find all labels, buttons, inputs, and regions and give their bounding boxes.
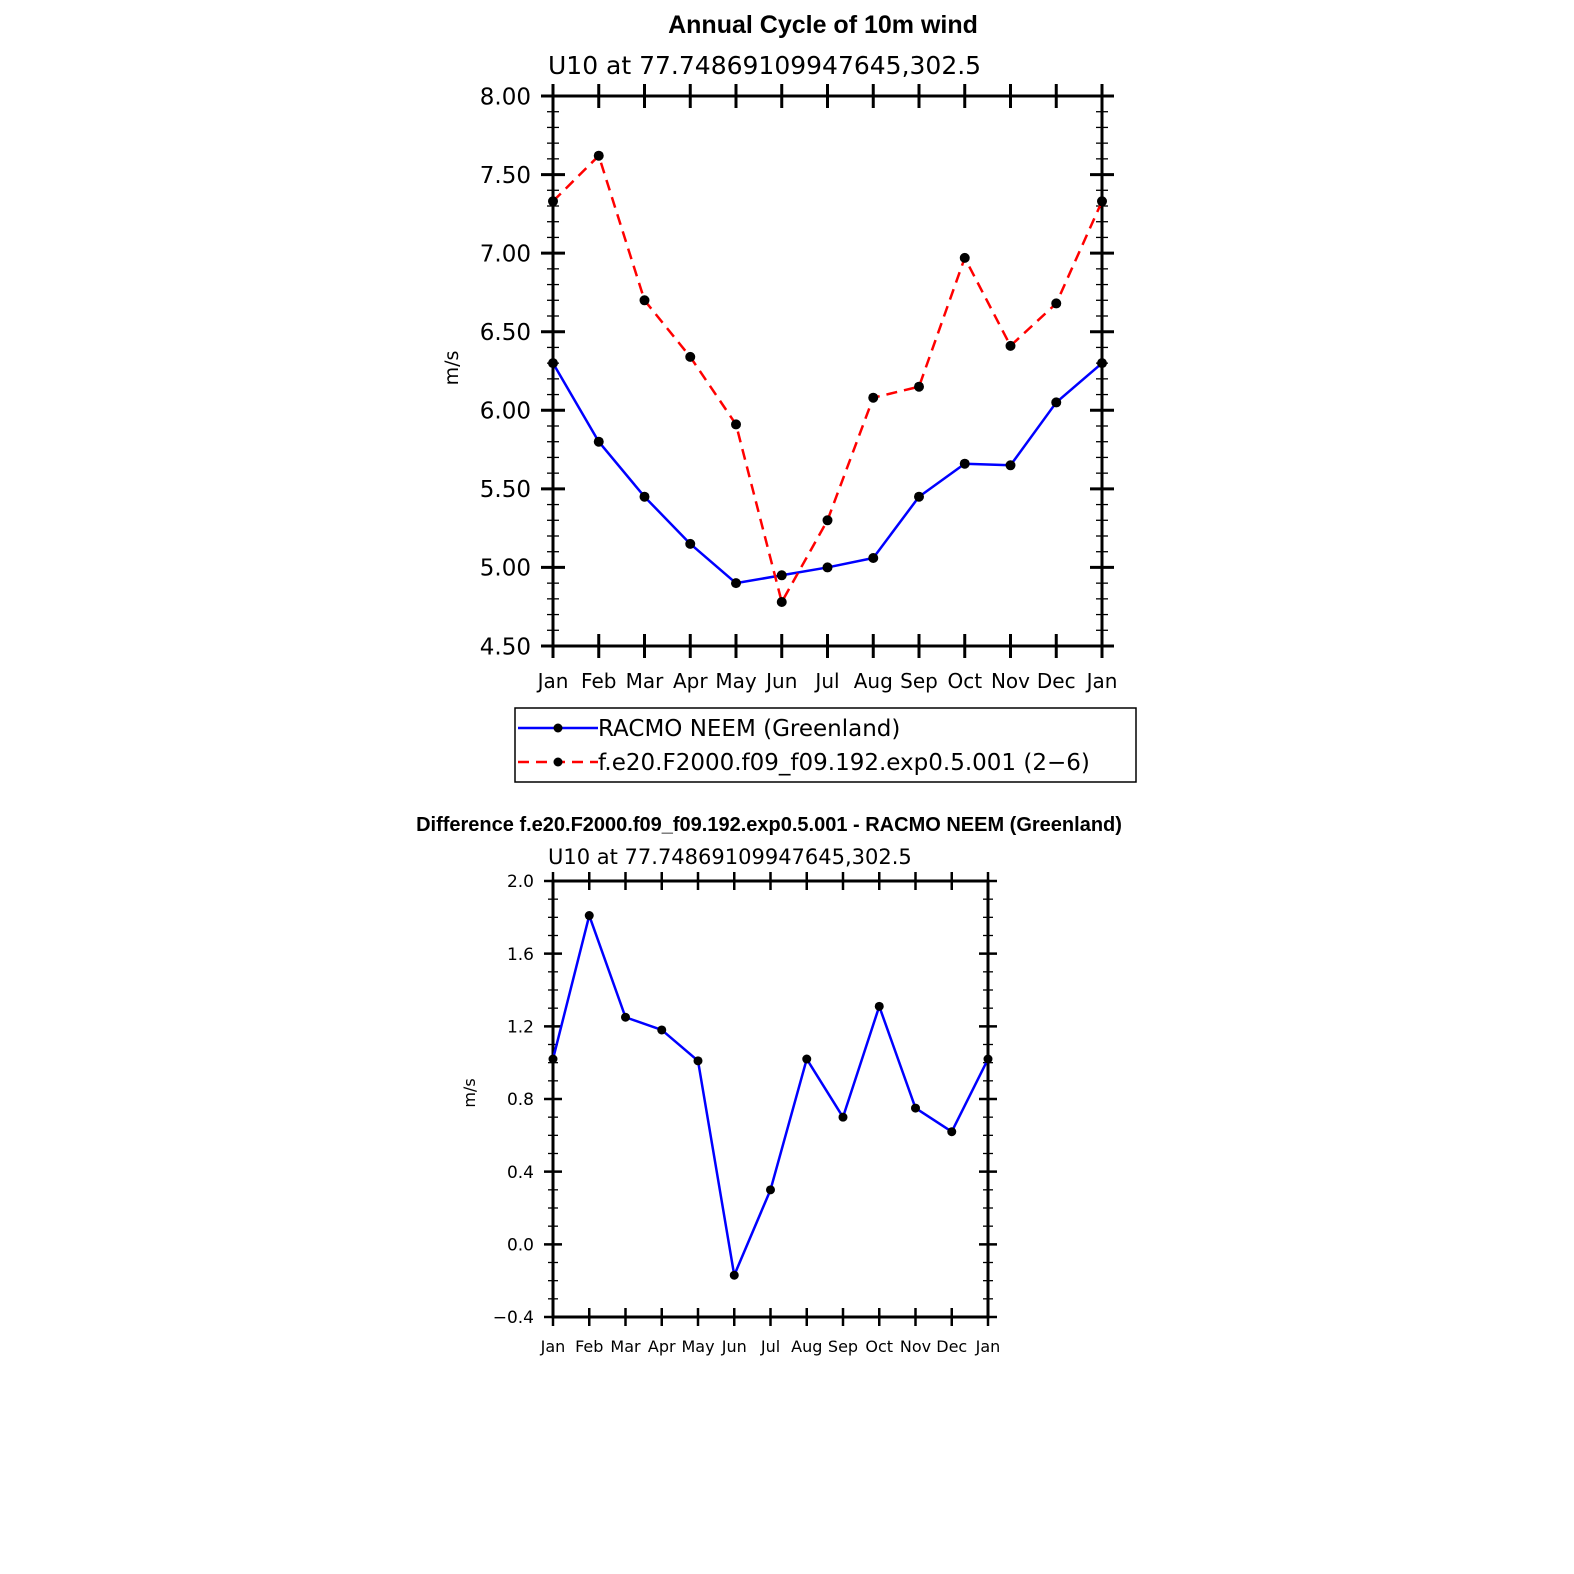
series-0-point — [548, 1054, 558, 1064]
x-tick-label: Feb — [581, 669, 616, 693]
y-tick-label: 7.50 — [480, 163, 531, 189]
y-tick-label: 4.50 — [480, 634, 531, 660]
chart1-legend: RACMO NEEM (Greenland) f.e20.F2000.f09_f… — [514, 707, 1137, 783]
x-tick-label: Jan — [540, 1337, 566, 1356]
y-tick-label: 7.00 — [480, 241, 531, 267]
chart2-subtitle: U10 at 77.74869109947645,302.5 — [548, 845, 912, 869]
legend-marker-model — [553, 757, 563, 767]
x-tick-label: Jan — [536, 669, 569, 693]
legend-marker-racmo — [553, 723, 563, 733]
series-0-point — [729, 1270, 739, 1280]
x-tick-label: Nov — [991, 669, 1030, 693]
chart2-plot: −0.4 0.0 0.4 0.8 1.2 1.6 2.0 Jan Feb Mar Apr May Jun… — [493, 872, 1001, 1356]
y-tick-label: 5.50 — [480, 477, 531, 503]
series-1-point — [1005, 340, 1016, 351]
x-tick-label: Mar — [610, 1337, 641, 1356]
y-tick-label: 6.00 — [480, 399, 531, 425]
series-0-point — [914, 491, 924, 502]
x-tick-label: Jun — [764, 669, 797, 693]
series-0-point — [802, 1054, 812, 1064]
x-tick-label: May — [715, 669, 757, 693]
series-1-point — [868, 392, 879, 403]
x-tick-label: Jul — [813, 669, 839, 693]
series-1-point — [959, 252, 970, 263]
y-tick-label: 2.0 — [507, 872, 534, 892]
x-tick-label: Jan — [975, 1337, 1001, 1356]
y-tick-label: 0.0 — [507, 1235, 534, 1255]
x-tick-label: Jan — [1085, 669, 1118, 693]
series-1-point — [914, 381, 924, 392]
y-tick-label: 0.8 — [507, 1090, 534, 1110]
x-tick-label: May — [681, 1337, 714, 1356]
legend-label-racmo: RACMO NEEM (Greenland) — [598, 716, 900, 742]
chart2-title: Difference f.e20.F2000.f09_f09.192.exp0.… — [416, 814, 1122, 836]
x-tick-label: Apr — [648, 1337, 676, 1356]
series-1-point — [1051, 298, 1062, 309]
series-0-point — [911, 1103, 920, 1113]
series-0-point — [548, 358, 558, 369]
x-tick-label: Sep — [828, 1337, 858, 1356]
series-0-point — [874, 1001, 884, 1011]
series-0-point — [657, 1025, 667, 1035]
y-tick-label: 5.00 — [480, 556, 531, 582]
series-0-point — [621, 1012, 630, 1022]
legend-box — [514, 707, 1137, 783]
y-tick-label: 6.50 — [480, 320, 531, 346]
chart2-ylabel: m/s — [460, 1078, 479, 1107]
x-tick-label: Aug — [854, 669, 893, 693]
series-0-point — [693, 1056, 703, 1066]
series-0-point — [838, 1112, 848, 1122]
x-tick-label: Dec — [936, 1337, 967, 1356]
series-0-point — [766, 1185, 775, 1195]
y-tick-label: 1.6 — [507, 945, 534, 965]
chart1-plot: 4.50 5.00 5.50 6.00 6.50 7.00 7.50 8.00 Jan Feb Ma… — [480, 84, 1118, 693]
series-1-point — [685, 351, 696, 362]
x-tick-label: Oct — [947, 669, 982, 693]
y-tick-label: −0.4 — [493, 1308, 534, 1328]
series-0-point — [593, 436, 604, 447]
chart1-subtitle: U10 at 77.74869109947645,302.5 — [548, 51, 981, 80]
x-tick-label: Mar — [626, 669, 665, 693]
x-tick-label: Aug — [791, 1337, 822, 1356]
series-0-point — [776, 570, 787, 581]
series-0-point — [1097, 358, 1107, 369]
series-1-point — [822, 515, 833, 526]
series-0-point — [584, 911, 594, 921]
series-0-point — [685, 538, 696, 549]
series-1-point — [639, 295, 650, 306]
chart1-ylabel: m/s — [441, 351, 463, 386]
series-line-1 — [552, 154, 1104, 604]
series-1-point — [776, 597, 787, 607]
series-1-point — [593, 150, 604, 161]
series-1-point — [731, 419, 741, 430]
x-tick-label: Dec — [1037, 669, 1076, 693]
series-line-0 — [551, 914, 990, 1277]
chart1-title: Annual Cycle of 10m wind — [668, 11, 978, 39]
legend-label-model: f.e20.F2000.f09_f09.192.exp0.5.001 (2−6) — [598, 750, 1090, 776]
series-0-point — [959, 458, 970, 469]
x-tick-label: Jul — [760, 1337, 780, 1356]
series-0-point — [947, 1127, 957, 1137]
x-tick-label: Sep — [900, 669, 938, 693]
series-0-point — [1051, 397, 1062, 408]
series-0-point — [868, 553, 879, 563]
series-0-point — [822, 562, 833, 573]
series-1-point — [1097, 196, 1107, 207]
x-tick-label: Apr — [673, 669, 708, 693]
x-tick-label: Oct — [865, 1337, 893, 1356]
series-0-point — [1005, 460, 1016, 471]
series-0-point — [983, 1054, 993, 1064]
plot-frame — [551, 879, 990, 1319]
series-0-point — [639, 491, 650, 502]
x-tick-label: Nov — [900, 1337, 931, 1356]
series-1-point — [548, 196, 558, 207]
series-line-0 — [551, 362, 1103, 585]
y-tick-label: 8.00 — [480, 84, 531, 110]
y-tick-label: 1.2 — [507, 1017, 534, 1037]
series-0-point — [731, 578, 741, 589]
y-tick-label: 0.4 — [507, 1163, 534, 1183]
x-tick-label: Feb — [575, 1337, 603, 1356]
x-tick-label: Jun — [721, 1337, 747, 1356]
